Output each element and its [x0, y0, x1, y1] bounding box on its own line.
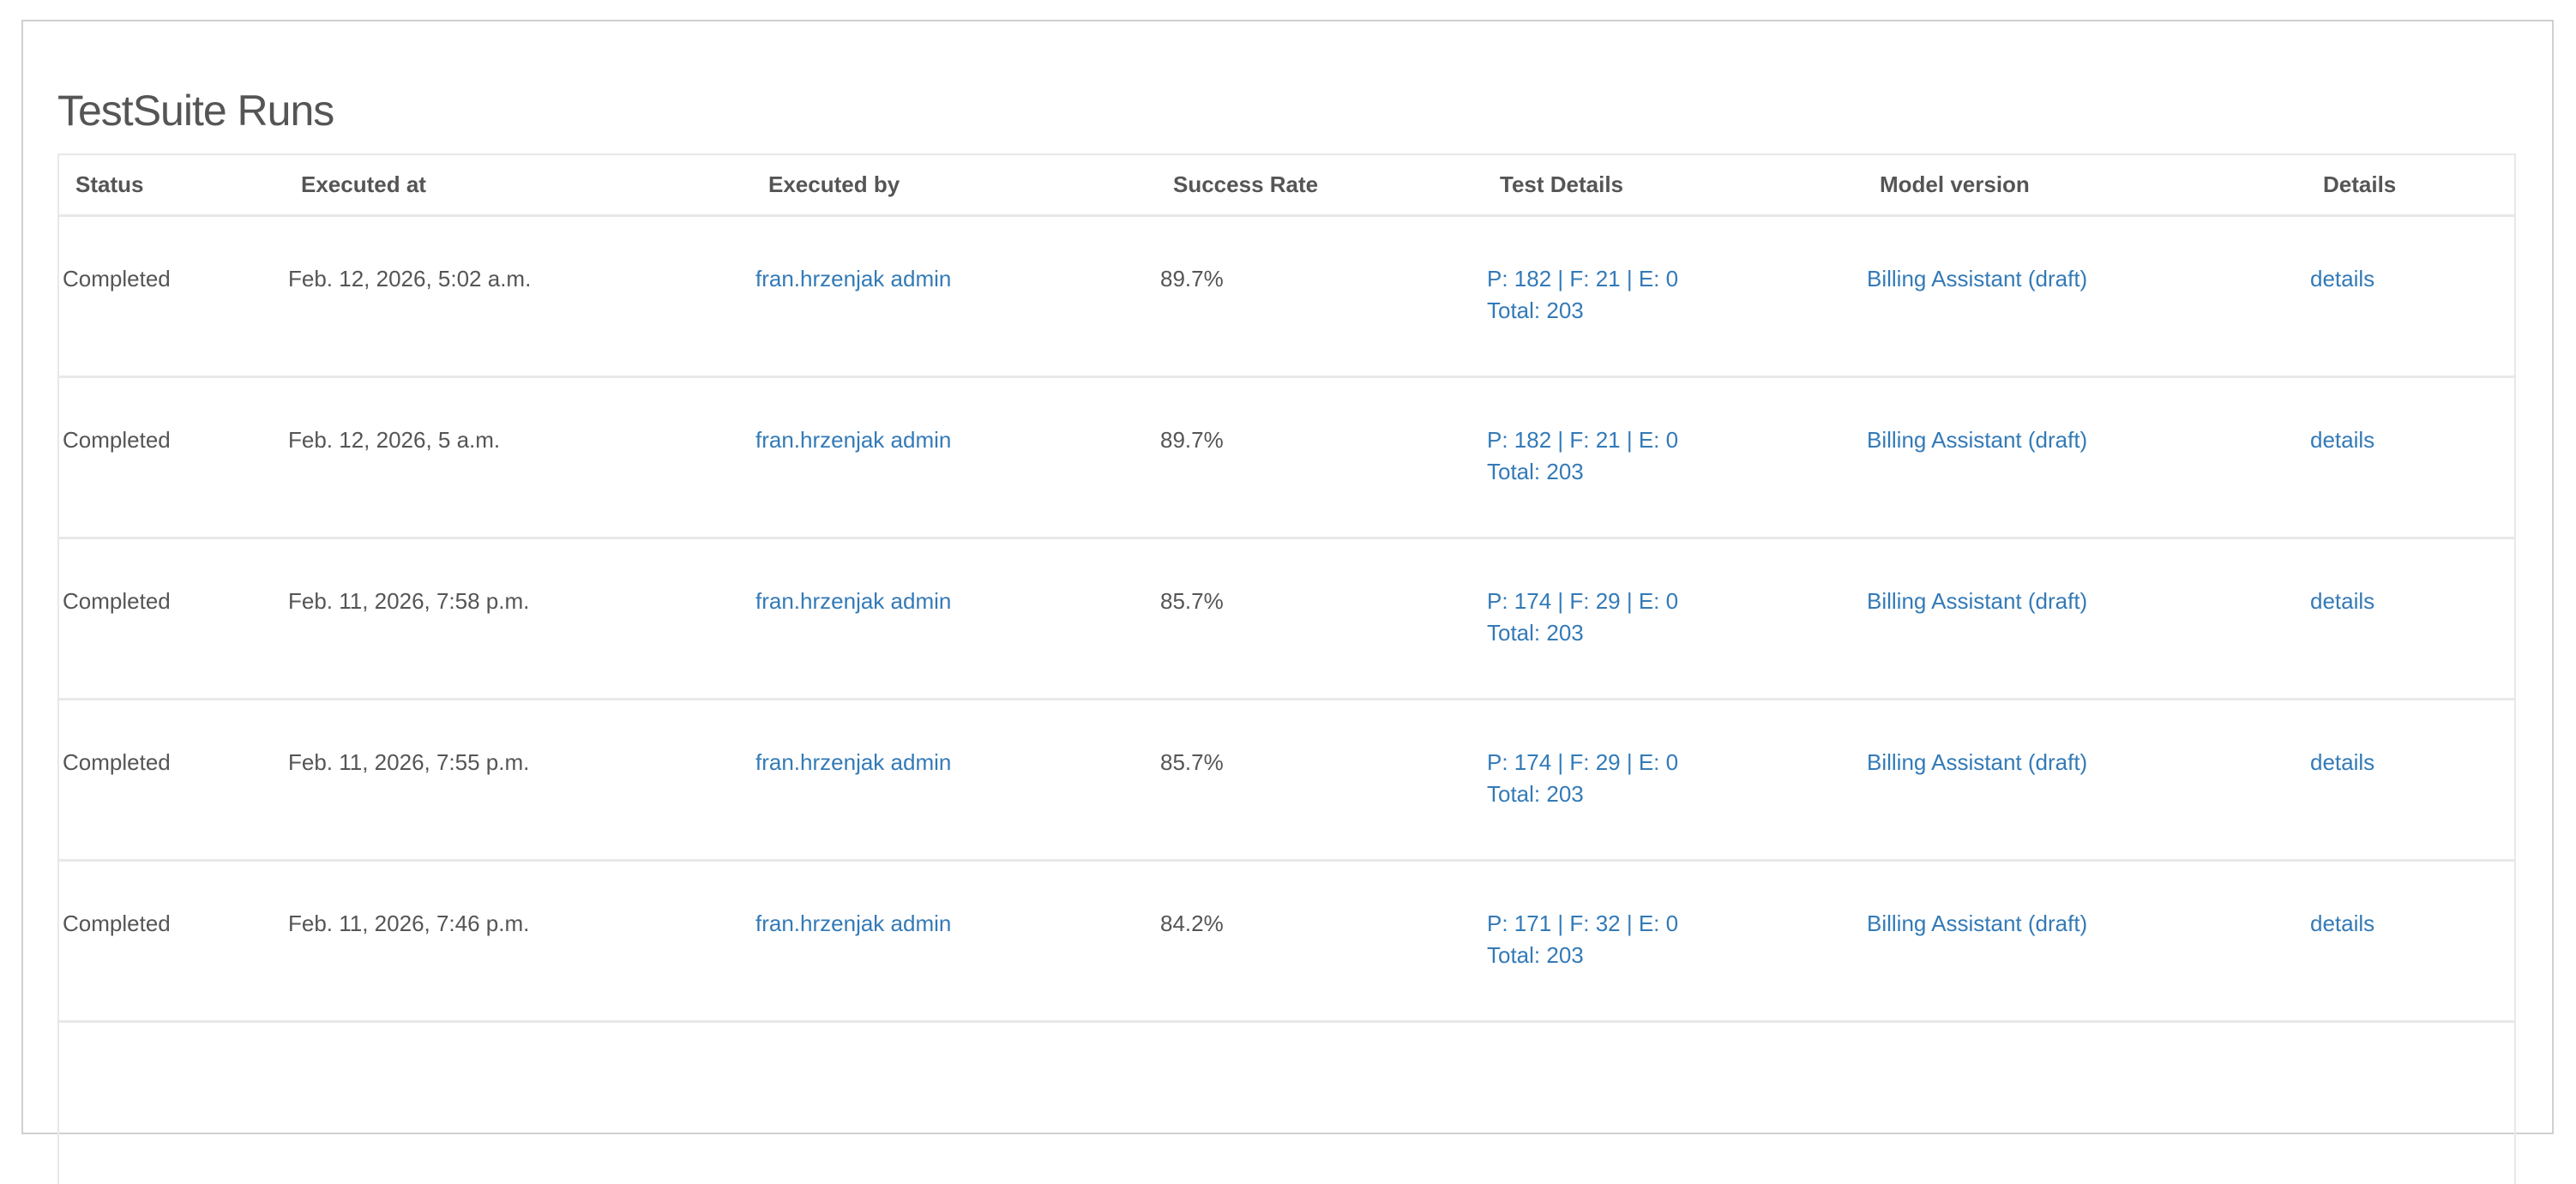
details-link[interactable]: details: [2310, 911, 2375, 936]
details-link[interactable]: details: [2310, 427, 2375, 453]
model-version-link[interactable]: Billing Assistant (draft): [1867, 427, 2088, 453]
testsuite-runs-table: Status Executed at Executed by Success R…: [57, 153, 2516, 1184]
test-counts: P: 182 | F: 21 | E: 0: [1487, 427, 1679, 453]
details-link[interactable]: details: [2310, 749, 2375, 775]
executed-by-link[interactable]: fran.hrzenjak admin: [755, 427, 952, 453]
test-details-link[interactable]: P: 182 | F: 21 | E: 0 Total: 203: [1487, 266, 1678, 323]
test-details-link[interactable]: P: 174 | F: 29 | E: 0 Total: 203: [1487, 588, 1678, 646]
test-counts: P: 171 | F: 32 | E: 0: [1487, 911, 1679, 936]
header-executed-by: Executed by: [768, 171, 900, 197]
table-row: Completed Feb. 11, 2026, 7:55 p.m. fran.hr…: [59, 700, 2514, 862]
executed-at-cell: Feb. 11, 2026, 7:58 p.m.: [288, 588, 530, 614]
test-total: Total: 203: [1487, 620, 1584, 646]
executed-by-link[interactable]: fran.hrzenjak admin: [755, 588, 952, 614]
test-counts: P: 174 | F: 29 | E: 0: [1487, 749, 1679, 775]
table-row-partial: [59, 1023, 2514, 1184]
status-cell: Completed: [63, 911, 171, 936]
test-details-link[interactable]: P: 174 | F: 29 | E: 0 Total: 203: [1487, 749, 1678, 807]
executed-at-cell: Feb. 11, 2026, 7:46 p.m.: [288, 911, 530, 936]
executed-by-link[interactable]: fran.hrzenjak admin: [755, 749, 952, 775]
details-link[interactable]: details: [2310, 266, 2375, 291]
test-total: Total: 203: [1487, 298, 1584, 323]
table-row: Completed Feb. 11, 2026, 7:58 p.m. fran.hr…: [59, 539, 2514, 700]
executed-at-cell: Feb. 11, 2026, 7:55 p.m.: [288, 749, 530, 775]
model-version-link[interactable]: Billing Assistant (draft): [1867, 588, 2088, 614]
success-rate-cell: 85.7%: [1160, 749, 1224, 775]
model-version-link[interactable]: Billing Assistant (draft): [1867, 911, 2088, 936]
success-rate-cell: 89.7%: [1160, 427, 1224, 453]
table-header: Status Executed at Executed by Success R…: [59, 155, 2514, 217]
status-cell: Completed: [63, 588, 171, 614]
table-row: Completed Feb. 12, 2026, 5 a.m. fran.hrzen…: [59, 378, 2514, 539]
executed-by-link[interactable]: fran.hrzenjak admin: [755, 266, 952, 291]
executed-by-link[interactable]: fran.hrzenjak admin: [755, 911, 952, 936]
success-rate-cell: 84.2%: [1160, 911, 1224, 936]
test-counts: P: 174 | F: 29 | E: 0: [1487, 588, 1679, 614]
table-row: Completed Feb. 11, 2026, 7:46 p.m. fran.hr…: [59, 862, 2514, 1023]
success-rate-cell: 89.7%: [1160, 266, 1224, 291]
executed-at-cell: Feb. 12, 2026, 5:02 a.m.: [288, 266, 532, 291]
header-executed-at: Executed at: [301, 171, 426, 197]
model-version-link[interactable]: Billing Assistant (draft): [1867, 749, 2088, 775]
header-test-details: Test Details: [1500, 171, 1624, 197]
test-counts: P: 182 | F: 21 | E: 0: [1487, 266, 1679, 291]
test-total: Total: 203: [1487, 459, 1584, 484]
header-details: Details: [2323, 171, 2397, 197]
executed-at-cell: Feb. 12, 2026, 5 a.m.: [288, 427, 501, 453]
page-title: TestSuite Runs: [57, 87, 334, 135]
test-total: Total: 203: [1487, 781, 1584, 807]
model-version-link[interactable]: Billing Assistant (draft): [1867, 266, 2088, 291]
table-row: Completed Feb. 12, 2026, 5:02 a.m. fran.hr…: [59, 217, 2514, 378]
status-cell: Completed: [63, 266, 171, 291]
header-model-version: Model version: [1880, 171, 2030, 197]
status-cell: Completed: [63, 427, 171, 453]
test-details-link[interactable]: P: 182 | F: 21 | E: 0 Total: 203: [1487, 427, 1678, 484]
details-link[interactable]: details: [2310, 588, 2375, 614]
test-details-link[interactable]: P: 171 | F: 32 | E: 0 Total: 203: [1487, 911, 1678, 968]
status-cell: Completed: [63, 749, 171, 775]
test-total: Total: 203: [1487, 942, 1584, 968]
content-panel: [21, 20, 2554, 1134]
header-status: Status: [75, 171, 144, 197]
header-success-rate: Success Rate: [1173, 171, 1319, 197]
success-rate-cell: 85.7%: [1160, 588, 1224, 614]
